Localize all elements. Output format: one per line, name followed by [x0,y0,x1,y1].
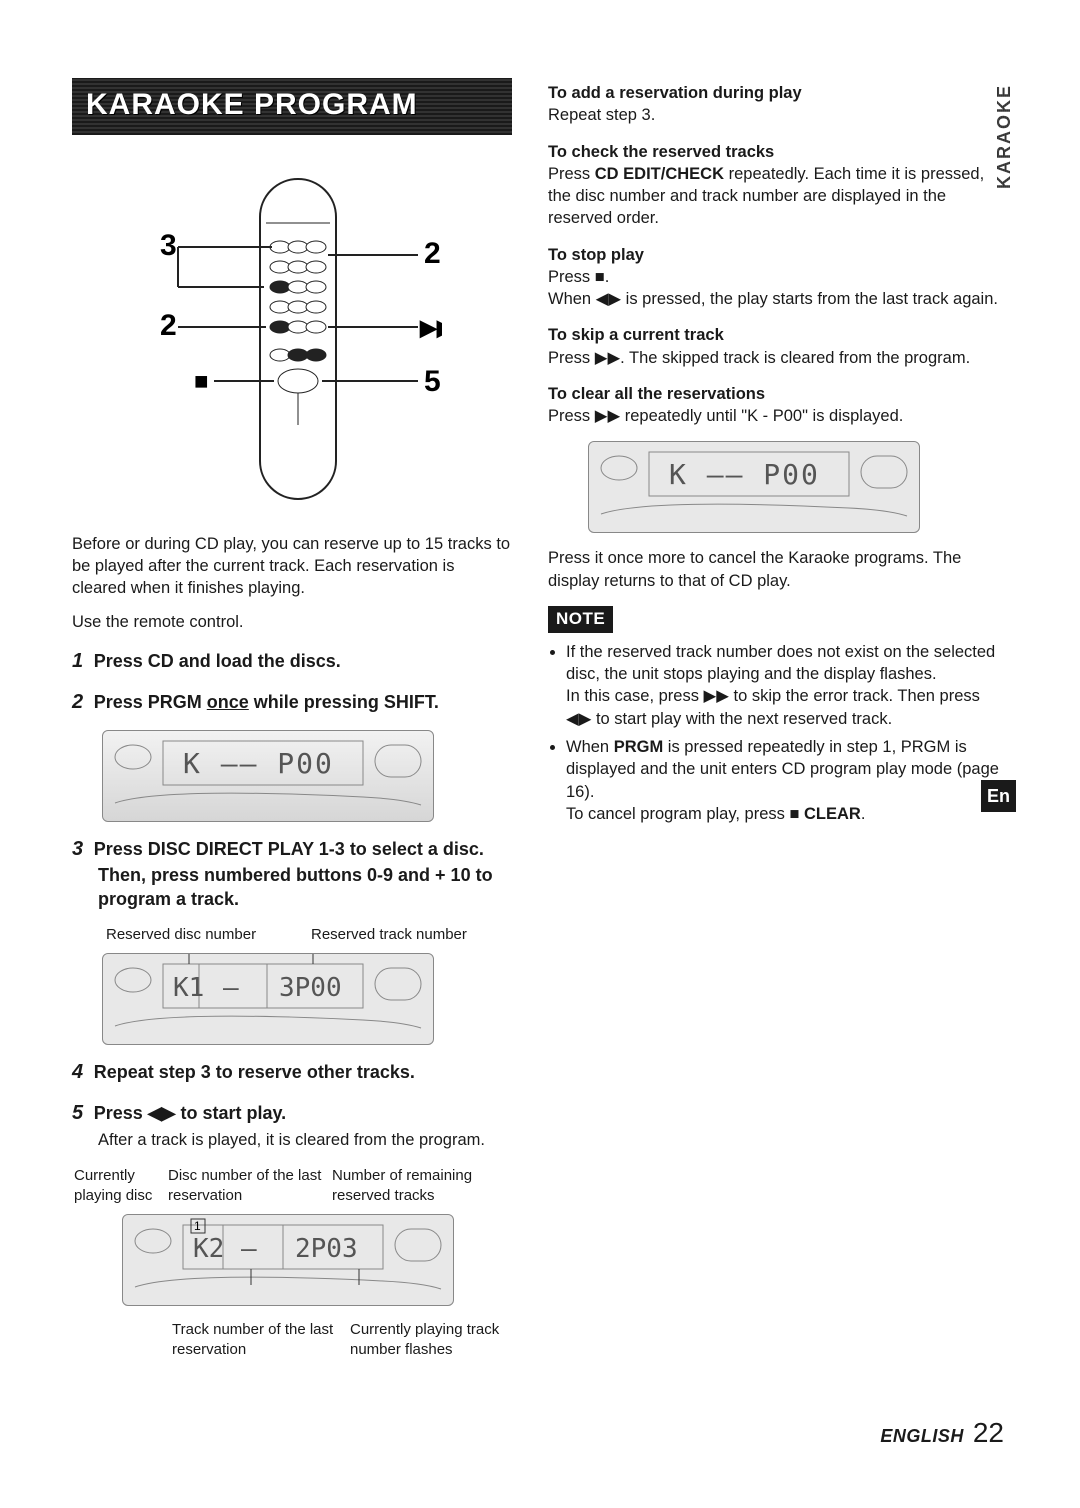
step-5-num: 5 [72,1102,83,1124]
note-bullets: If the reserved track number does not ex… [548,641,1008,825]
svg-text:K1: K1 [173,973,204,1003]
note-bullet-2: When PRGM is pressed repeatedly in step … [566,736,1008,825]
callout-cur-track: Currently playing track number flashes [346,1320,512,1361]
callout-disc-last: Disc number of the last reservation [166,1166,330,1207]
callout-remaining: Number of remaining reserved tracks [330,1166,512,1207]
step-5: 5 Press ◀▶ to start play. After a track … [72,1100,512,1151]
step-3-line2: Then, press numbered buttons 0-9 and + 1… [98,863,512,887]
svg-text:‒: ‒ [241,1234,257,1264]
footer-page-number: 22 [973,1417,1004,1448]
step-3-line3: program a track. [98,887,512,911]
step-4-text: Repeat step 3 to reserve other tracks. [94,1062,415,1082]
callout-reserved-track: Reserved track number [307,925,512,945]
remote-label-3-left: 3 [160,229,177,262]
note-bullet-1: If the reserved track number does not ex… [566,641,1008,730]
step-3-num: 3 [72,838,83,860]
language-badge-en: En [981,780,1016,812]
skip-heading: To skip a current track [548,324,1008,346]
step-2-num: 2 [72,691,83,713]
note-label: NOTE [548,606,613,633]
step-2-text-b: while pressing SHIFT. [249,692,439,712]
page-footer: ENGLISH 22 [880,1414,1004,1452]
remote-label-ff: ▶▶ [419,315,442,340]
step-1: 1 Press CD and load the discs. [72,648,512,675]
svg-text:K ‒‒ P00: K ‒‒ P00 [669,458,820,491]
svg-text:2P03: 2P03 [295,1234,358,1264]
clear-heading: To clear all the reservations [548,383,1008,405]
remote-label-stop: ■ [194,368,209,395]
check-heading: To check the reserved tracks [548,141,1008,163]
callout-reserved-disc: Reserved disc number [102,925,307,945]
remote-label-2-left: 2 [160,309,177,342]
stop-heading: To stop play [548,244,1008,266]
intro-text: Before or during CD play, you can reserv… [72,533,512,600]
page-title: KARAOKE PROGRAM [72,78,512,135]
section-tab-karaoke: KARAOKE [992,84,1016,189]
add-text: Repeat step 3. [548,106,655,124]
skip-text: Press ▶▶. The skipped track is cleared f… [548,349,970,367]
display-p00: K ‒‒ P00 [102,730,512,822]
clear-text: Press ▶▶ repeatedly until "K - P00" is d… [548,407,903,425]
svg-text:K2: K2 [193,1234,224,1264]
display-k2: 1 K2 ‒ 2P03 [122,1214,512,1306]
check-text: Press CD EDIT/CHECK repeatedly. Each tim… [548,165,984,228]
remote-label-5: 5 [424,365,441,398]
step-2: 2 Press PRGM once while pressing SHIFT. [72,689,512,716]
step-4-num: 4 [72,1061,83,1083]
left-column: KARAOKE PROGRAM [72,78,512,1363]
step-5-text: Press ◀▶ to start play. [94,1103,286,1123]
step-2-text: Press PRGM once while pressing SHIFT. [94,692,439,712]
add-heading: To add a reservation during play [548,82,1008,104]
step-5-note: After a track is played, it is cleared f… [98,1129,512,1151]
remote-label-2-right: 2 [424,237,441,270]
step-3-line1: Press DISC DIRECT PLAY 1-3 to select a d… [94,839,484,859]
display-k1: K1 ‒ 3P00 [102,953,512,1045]
step-2-text-a: Press PRGM [94,692,207,712]
after-clear-text: Press it once more to cancel the Karaoke… [548,547,1008,592]
step-1-text: Press CD and load the discs. [94,651,341,671]
footer-english: ENGLISH [880,1426,964,1446]
remote-diagram: 3 2 ■ 2 ▶▶ 5 [72,169,512,509]
display-p00-right: K ‒‒ P00 [588,441,1008,533]
step-1-num: 1 [72,650,83,672]
svg-text:‒: ‒ [223,973,239,1003]
step-3: 3 Press DISC DIRECT PLAY 1-3 to select a… [72,836,512,912]
step-4: 4 Repeat step 3 to reserve other tracks. [72,1059,512,1086]
use-remote-text: Use the remote control. [72,611,512,633]
callout-cur-disc: Currently playing disc [72,1166,166,1207]
svg-text:1: 1 [194,1219,201,1233]
svg-text:K ‒‒ P00: K ‒‒ P00 [183,747,334,780]
stop-text-1: Press ■. [548,268,609,286]
step-2-once: once [207,692,249,712]
callout-track-last: Track number of the last reservation [168,1320,346,1361]
svg-text:3P00: 3P00 [279,973,342,1003]
right-column: To add a reservation during play Repeat … [548,78,1008,1363]
stop-text-2: When ◀▶ is pressed, the play starts from… [548,290,998,308]
